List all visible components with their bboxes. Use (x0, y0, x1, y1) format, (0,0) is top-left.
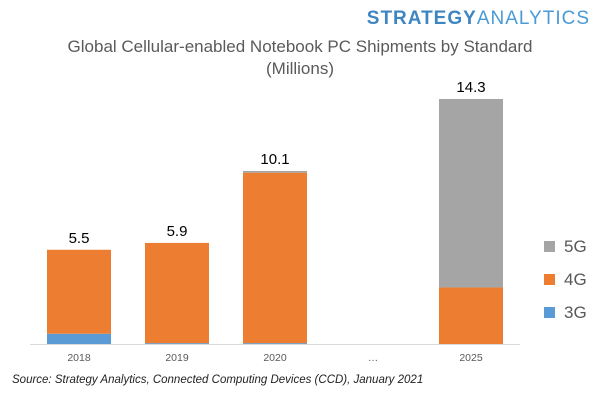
total-label-2018: 5.5 (69, 230, 90, 247)
chart-title: Global Cellular-enabled Notebook PC Ship… (67, 37, 533, 56)
chart-subtitle: (Millions) (266, 59, 334, 78)
total-label-2019: 5.9 (167, 223, 188, 240)
bar-5g-2020 (243, 170, 307, 173)
bar-5g-2025 (439, 99, 503, 288)
bar-4g-2019 (145, 242, 209, 344)
total-label-2025: 14.3 (456, 79, 485, 96)
chart-title-block: Global Cellular-enabled Notebook PC Ship… (0, 36, 600, 80)
brand-name-part1: STRATEGY (366, 8, 477, 29)
legend-label-4g: 4G (564, 270, 587, 289)
x-tick-label-2018: 2018 (67, 352, 91, 364)
source-note: Source: Strategy Analytics, Connected Co… (12, 374, 424, 386)
x-tick-label-2025: 2025 (459, 352, 483, 364)
legend-swatch-3g (544, 307, 555, 318)
brand-logo: STRATEGYANALYTICS (367, 8, 590, 30)
legend-label-5g: 5G (564, 237, 587, 256)
bar-3g-2018 (47, 333, 111, 344)
bar-4g-2020 (243, 172, 307, 344)
x-tick-label-gap: … (368, 352, 379, 364)
bar-3g-2019 (145, 343, 209, 344)
x-tick-label-2020: 2020 (263, 352, 287, 364)
bar-3g-2020 (243, 343, 307, 344)
bar-4g-2025 (439, 287, 503, 344)
legend-swatch-5g (544, 241, 555, 252)
legend-swatch-4g (544, 274, 555, 285)
x-tick-label-2019: 2019 (165, 352, 189, 364)
brand-name-part2: ANALYTICS (476, 8, 590, 29)
legend-label-3g: 3G (564, 303, 587, 322)
bar-4g-2018 (47, 249, 111, 334)
total-label-2020: 10.1 (260, 151, 289, 168)
